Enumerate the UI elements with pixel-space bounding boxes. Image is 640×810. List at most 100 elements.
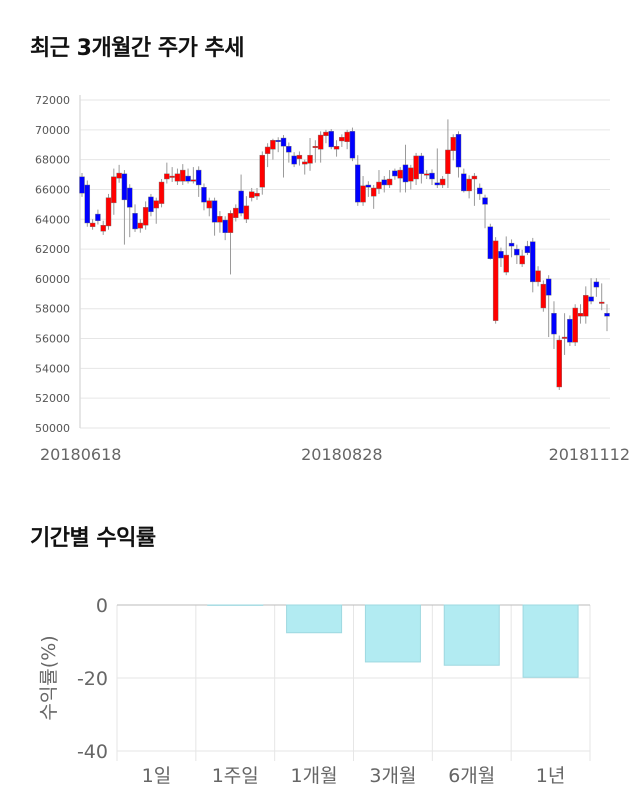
candle-body [201,187,207,203]
x-tick-label: 6개월 [448,765,495,787]
candle-body [519,255,525,265]
candle-body [540,283,547,309]
y-tick-label: -20 [77,668,108,690]
y-tick-label: 72000 [35,94,70,107]
candle-body [264,146,271,154]
candle-body [137,222,144,229]
candle-body [567,318,573,343]
return-bar [522,604,579,678]
candle-body [254,192,260,197]
candle-body [185,175,191,182]
candle-body [111,176,117,204]
return-bar [286,604,343,634]
y-tick-label: 54000 [35,362,70,375]
candle-body [291,155,297,165]
candle-body [227,213,234,233]
candle-body [524,245,531,254]
candle-body [174,173,181,182]
candle-body [471,175,478,180]
candle-body [530,241,536,283]
candle-body [461,173,467,192]
candle-body [360,185,366,203]
candle-body [333,146,340,150]
candle-body [328,131,334,148]
candle-body [153,200,159,209]
candle-body [545,278,552,296]
candle-body [455,134,462,168]
candle-body [477,187,483,195]
candle-body [370,187,377,197]
candle-body [588,296,594,302]
candle-body [95,213,101,221]
y-tick-label: 60000 [35,273,70,286]
candle-body [397,169,403,179]
candle-body [392,170,398,177]
candle-body [217,216,223,223]
candle-body [450,137,456,151]
candle-body [593,281,600,288]
y-tick-label: 70000 [35,124,70,137]
candle-body [413,155,419,180]
returns-title: 기간별 수익률 [30,526,156,551]
candle-body [121,173,128,201]
candle-body [286,146,292,153]
candle-body [551,313,557,335]
y-tick-label: 58000 [35,303,70,316]
y-tick-label: 66000 [35,183,70,196]
candle-body [604,313,610,317]
y-tick-label: 64000 [35,213,70,226]
candle-body [105,197,112,227]
candle-body [355,164,361,203]
candle-body [439,178,446,186]
x-tick-label: 20180828 [301,445,382,464]
candle-body [127,187,133,208]
candle-body [418,155,425,174]
price-trend-title: 최근 3개월간 주가 추세 [30,36,244,61]
candle-body [487,226,494,259]
candle-body [89,222,96,227]
candle-body [238,190,244,214]
candle-body [445,149,451,174]
candle-body [561,336,568,339]
candle-body [365,184,372,188]
y-tick-label: 56000 [35,333,70,346]
candle-body [307,154,313,164]
candle-body [190,179,197,182]
x-tick-label: 1주일 [212,765,259,787]
candle-body [248,191,255,198]
candle-body [381,179,387,186]
candle-body [233,207,239,218]
candle-body [482,197,488,205]
candle-body [222,219,228,233]
candle-body [434,182,441,186]
candle-body [164,173,170,180]
x-tick-label: 20180618 [40,445,121,464]
return-bar [443,604,500,666]
candle-body [598,301,605,304]
candle-body [339,137,345,142]
candle-body [577,313,584,317]
candle-body [535,270,541,283]
candle-body [503,254,509,273]
candle-body [429,172,435,180]
candle-body [296,154,303,160]
x-tick-label: 1년 [536,765,566,787]
candle-body [84,184,91,224]
y-axis-title: 수익률(%) [38,635,60,720]
candle-body [514,248,520,256]
x-tick-label: 3개월 [369,765,416,787]
candle-body [132,213,138,230]
candle-body [423,173,430,176]
candle-body [583,295,589,317]
candle-body [492,240,499,321]
candle-body [206,200,212,209]
candle-body [169,175,175,178]
x-tick-label: 20181112 [549,445,630,464]
candle-body [402,164,409,183]
y-tick-label: 62000 [35,243,70,256]
candle-body [323,131,329,136]
candle-body [142,207,149,226]
candle-body [349,131,356,159]
candle-body [508,242,515,247]
